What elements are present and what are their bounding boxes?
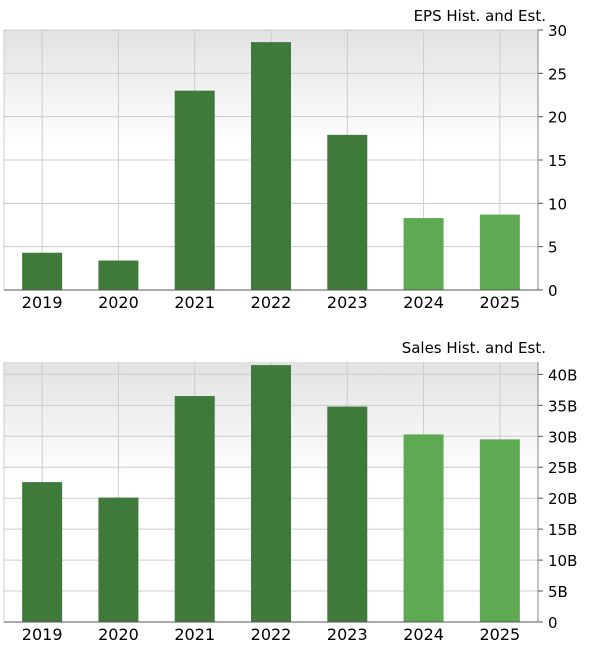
eps-xtick-label: 2024 bbox=[403, 293, 444, 312]
sales-xtick-label: 2022 bbox=[251, 625, 292, 644]
sales-chart: Sales Hist. and Est. 0 5B 10B 15B 20B 25B 30B 35… bbox=[0, 332, 589, 650]
eps-chart: EPS Hist. and Est. 0 5 10 15 20 25 30 2019 2020 20… bbox=[0, 0, 589, 322]
sales-ytick-label: 5B bbox=[548, 583, 568, 601]
sales-xtick-label: 2025 bbox=[479, 625, 520, 644]
eps-xtick-label: 2019 bbox=[22, 293, 63, 312]
sales-ytick-label: 10B bbox=[548, 552, 577, 570]
sales-chart-svg: Sales Hist. and Est. 0 5B 10B 15B 20B 25B 30B 35… bbox=[3, 339, 577, 644]
eps-title: EPS Hist. and Est. bbox=[414, 7, 546, 25]
eps-bar-2022 bbox=[251, 42, 291, 291]
eps-bar-2021 bbox=[174, 90, 215, 291]
eps-xtick-label: 2022 bbox=[251, 293, 292, 312]
sales-ytick-label: 15B bbox=[548, 521, 577, 539]
sales-ytick-label: 30B bbox=[548, 428, 577, 446]
sales-title: Sales Hist. and Est. bbox=[402, 339, 546, 357]
sales-bar-2020 bbox=[98, 497, 139, 622]
sales-xtick-label: 2020 bbox=[98, 625, 139, 644]
eps-ytick-label: 10 bbox=[548, 195, 567, 213]
sales-xtick-label: 2019 bbox=[22, 625, 63, 644]
sales-bar-2025 bbox=[479, 439, 520, 622]
eps-xtick-label: 2021 bbox=[174, 293, 215, 312]
sales-ytick-label: 20B bbox=[548, 490, 577, 508]
eps-ytick-label: 15 bbox=[548, 152, 567, 170]
eps-ytick-label: 5 bbox=[548, 239, 558, 257]
sales-ytick-label: 0 bbox=[548, 614, 558, 632]
eps-ytick-label: 30 bbox=[548, 22, 567, 40]
eps-bar-2025 bbox=[479, 214, 520, 290]
eps-ytick-label: 0 bbox=[548, 282, 558, 300]
sales-ytick-label: 25B bbox=[548, 459, 577, 477]
eps-xtick-label: 2023 bbox=[327, 293, 368, 312]
sales-bar-2024 bbox=[403, 434, 444, 622]
eps-bar-2024 bbox=[403, 218, 444, 290]
sales-xtick-label: 2023 bbox=[327, 625, 368, 644]
sales-xtick-label: 2021 bbox=[174, 625, 215, 644]
sales-bar-2022 bbox=[251, 365, 291, 622]
eps-ytick-label: 25 bbox=[548, 65, 567, 83]
sales-bar-2019 bbox=[22, 482, 63, 622]
sales-ytick-label: 35B bbox=[548, 397, 577, 415]
eps-xtick-label: 2020 bbox=[98, 293, 139, 312]
eps-bar-2023 bbox=[327, 134, 368, 290]
sales-ytick-label: 40B bbox=[548, 366, 577, 384]
sales-bar-2023 bbox=[327, 406, 368, 622]
sales-bar-2021 bbox=[174, 396, 215, 622]
eps-bar-2020 bbox=[98, 260, 139, 290]
eps-ytick-label: 20 bbox=[548, 109, 567, 127]
eps-xtick-label: 2025 bbox=[479, 293, 520, 312]
eps-bar-2019 bbox=[22, 252, 63, 290]
sales-xtick-label: 2024 bbox=[403, 625, 444, 644]
